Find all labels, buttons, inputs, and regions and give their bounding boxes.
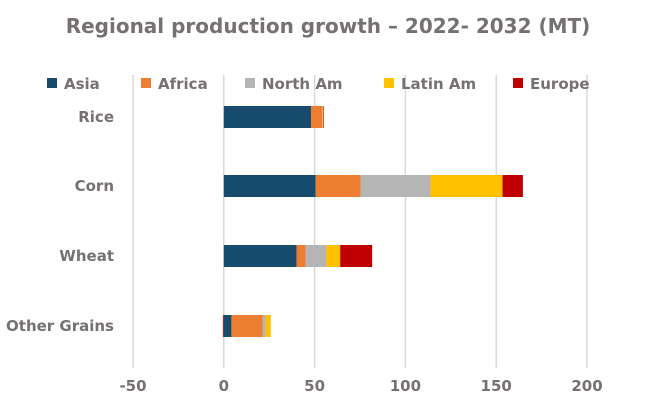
x-tick-label: 100 [390, 377, 421, 395]
bar-segment [323, 106, 324, 128]
bars [222, 106, 523, 337]
x-tick-label: 50 [304, 377, 325, 395]
bar-segment [231, 315, 263, 337]
x-tick-label: 200 [571, 377, 602, 395]
bar-segment [315, 175, 361, 197]
bar-segment [223, 106, 311, 128]
bar-segment [502, 175, 523, 197]
legend-label: Latin Am [401, 75, 476, 93]
legend-label: Africa [158, 75, 208, 93]
category-label: Wheat [59, 247, 114, 265]
gridlines [132, 75, 588, 368]
bar-segment [360, 175, 431, 197]
x-tick-label: -50 [119, 377, 146, 395]
legend-label: North Am [262, 75, 343, 93]
bar-segment [265, 315, 271, 337]
legend-label: Asia [64, 75, 100, 93]
legend-swatch [513, 78, 523, 88]
bar-segment [223, 245, 297, 267]
legend-swatch [141, 78, 151, 88]
bar-segment [222, 315, 224, 337]
bar-segment [326, 245, 341, 267]
bar-segment [305, 245, 327, 267]
bar-segment [340, 245, 373, 267]
bar-segment [322, 106, 324, 128]
category-labels: Rice Corn Wheat Other Grains [6, 108, 114, 335]
bar-segment [296, 245, 306, 267]
category-label: Other Grains [6, 317, 114, 335]
legend-label: Europe [530, 75, 590, 93]
x-tick-label: 150 [481, 377, 512, 395]
bar-segment [223, 175, 316, 197]
x-tick-label: 0 [219, 377, 229, 395]
bar-segment [262, 315, 266, 337]
x-tick-labels: -50 0 50 100 150 200 [119, 377, 602, 395]
legend-swatch [384, 78, 394, 88]
legend-swatch [245, 78, 255, 88]
bar-segment [322, 106, 323, 128]
category-label: Rice [78, 108, 114, 126]
legend: Asia Africa North Am Latin Am Europe [47, 75, 590, 93]
bar-segment [223, 315, 232, 337]
bar-segment [310, 106, 323, 128]
category-label: Corn [75, 177, 114, 195]
bar-segment [430, 175, 503, 197]
legend-swatch [47, 78, 57, 88]
chart-title: Regional production growth – 2022- 2032 … [66, 14, 591, 38]
